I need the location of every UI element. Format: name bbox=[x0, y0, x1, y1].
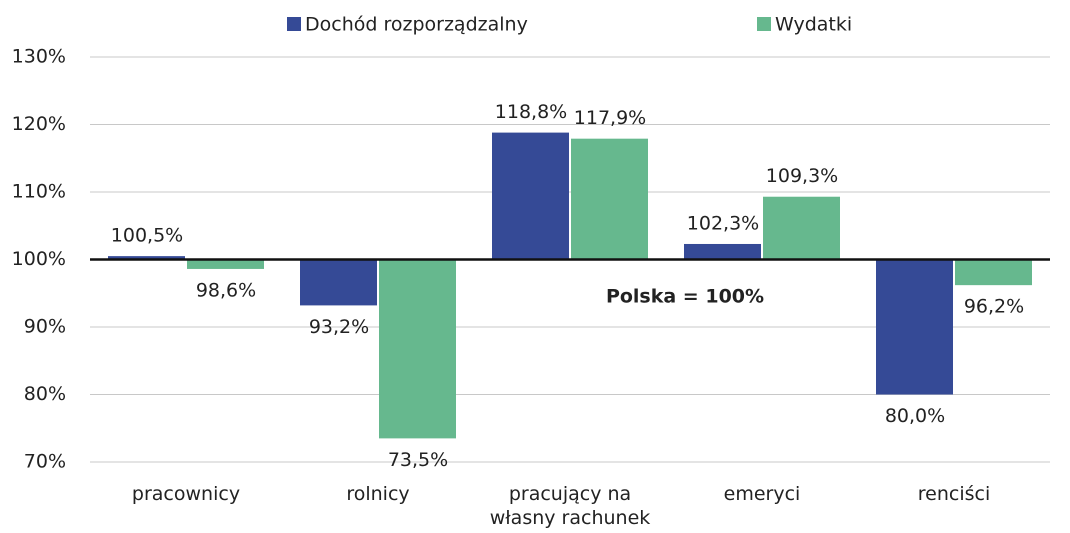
data-label: 73,5% bbox=[388, 449, 448, 471]
y-tick-label: 90% bbox=[24, 316, 66, 338]
y-tick-label: 110% bbox=[12, 181, 66, 203]
x-tick-label: emeryci bbox=[723, 483, 801, 505]
bar bbox=[684, 243, 761, 260]
bar bbox=[763, 196, 840, 260]
data-label: 118,8% bbox=[495, 101, 567, 123]
bar bbox=[379, 259, 456, 439]
legend-label: Dochód rozporządzalny bbox=[305, 14, 528, 36]
data-label: 93,2% bbox=[309, 316, 369, 338]
bar bbox=[955, 259, 1032, 286]
y-tick-label: 100% bbox=[12, 248, 66, 270]
bar bbox=[571, 138, 648, 260]
legend-label: Wydatki bbox=[775, 14, 852, 36]
x-tick-label: pracownicy bbox=[131, 483, 241, 505]
x-tick-label: pracujący na własny rachunek bbox=[489, 483, 651, 529]
y-tick-label: 130% bbox=[12, 46, 66, 68]
x-tick-label: renciści bbox=[917, 483, 991, 505]
data-label: 80,0% bbox=[885, 405, 945, 427]
bar bbox=[492, 132, 569, 260]
y-tick-label: 120% bbox=[12, 113, 66, 135]
data-label: 109,3% bbox=[766, 165, 838, 187]
data-label: 117,9% bbox=[574, 107, 646, 129]
data-label: 98,6% bbox=[196, 279, 256, 301]
data-label: 102,3% bbox=[687, 212, 759, 234]
y-tick-label: 70% bbox=[24, 451, 66, 473]
data-label: 100,5% bbox=[111, 225, 183, 247]
y-tick-label: 80% bbox=[24, 383, 66, 405]
bar bbox=[187, 259, 264, 269]
legend-swatch bbox=[757, 17, 771, 31]
annotation: Polska = 100% bbox=[606, 286, 764, 308]
bar bbox=[300, 259, 377, 306]
legend-swatch bbox=[287, 17, 301, 31]
data-label: 96,2% bbox=[964, 296, 1024, 318]
bar bbox=[108, 256, 185, 260]
bar bbox=[876, 259, 953, 395]
x-tick-label: rolnicy bbox=[346, 483, 410, 505]
